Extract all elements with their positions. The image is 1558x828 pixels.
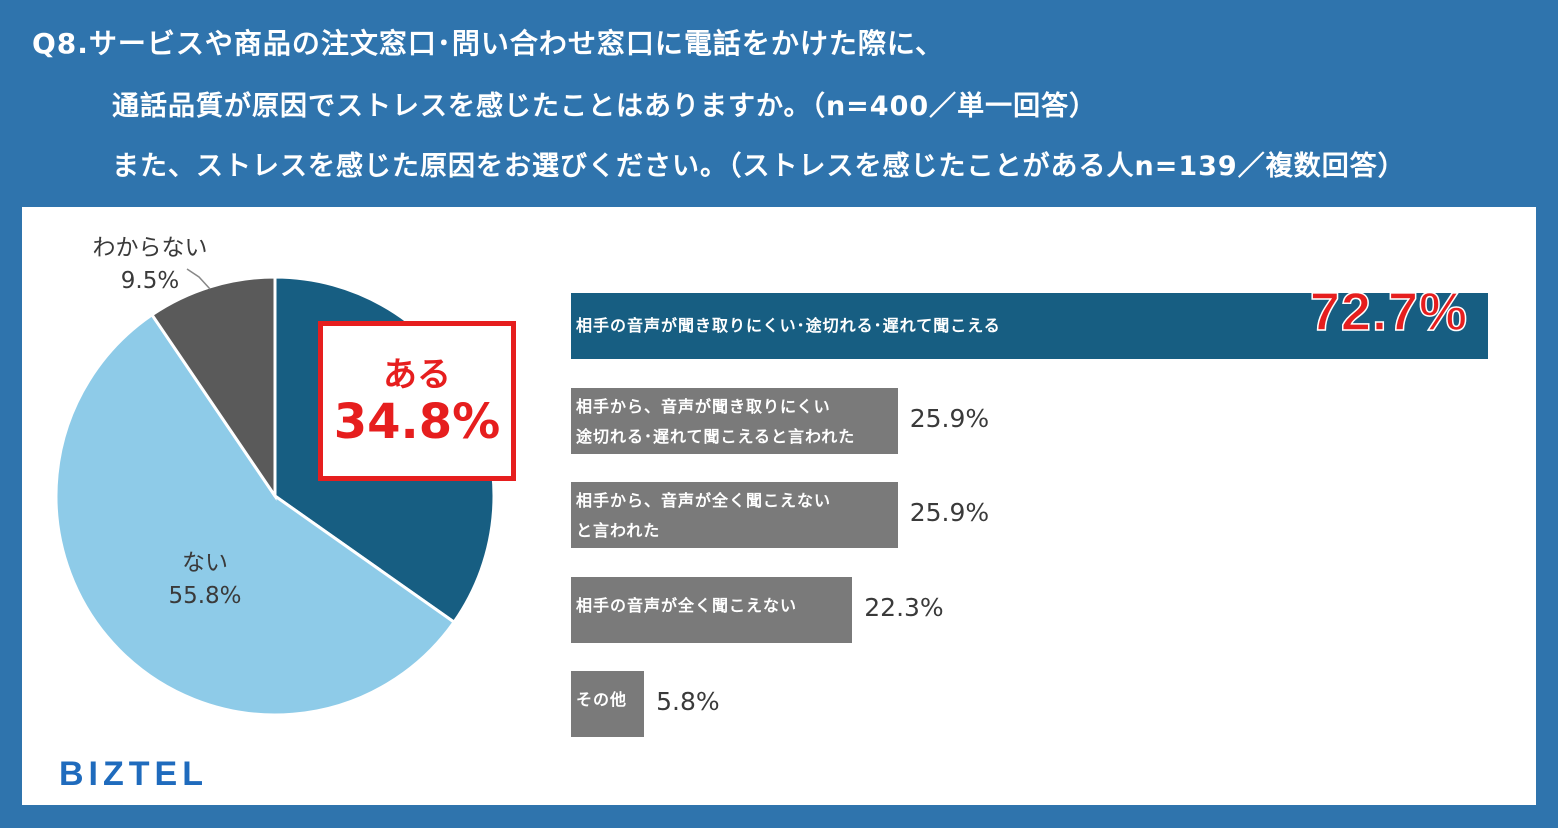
- bar-3-value-label: 25.9%: [909, 498, 990, 527]
- pie-slice-nai: [54, 312, 457, 717]
- question-title-line-3: また、ストレスを感じた原因をお選びください。（ストレスを感じたことがある人n=1…: [112, 151, 1406, 182]
- pie-leader-line: [186, 268, 211, 290]
- pie-label-nai-value: 55.8%: [168, 583, 242, 609]
- bar-2-value-label: 25.9%: [909, 404, 990, 433]
- question-title-line-1: Q8.サービスや商品の注文窓口･問い合わせ窓口に電話をかけた際に、: [32, 27, 945, 60]
- pie-label-nai-name: ない: [182, 550, 228, 576]
- bar-1-value-label: 72.7%: [1309, 293, 1468, 342]
- bar-2: 相手から、音声が聞き取りにくい途切れる･遅れて聞こえると言われた: [571, 388, 898, 454]
- bar-2-label-line-1: 相手から、音声が聞き取りにくい: [576, 397, 831, 416]
- bar-4-value-label: 22.3%: [864, 593, 944, 622]
- pie-label-nai: ない 55.8%: [135, 547, 275, 613]
- pie-label-wakaranai: わからない 9.5%: [80, 232, 220, 298]
- bar-3-label-line-1: 相手から、音声が全く聞こえない: [576, 491, 832, 510]
- bar-3-label-line-2: と言われた: [576, 521, 661, 540]
- bar-5-label-line-1: その他: [576, 690, 628, 709]
- biztel-logo: BIZTEL: [59, 755, 208, 793]
- pie-label-wakaranai-value: 9.5%: [120, 268, 180, 294]
- question-title-line-2: 通話品質が原因でストレスを感じたことはありますか。（n=400／単一回答）: [112, 91, 1098, 122]
- bar-4-label-line-1: 相手の音声が全く聞こえない: [576, 596, 798, 615]
- bar-1-label-line-1: 相手の音声が聞き取りにくい･途切れる･遅れて聞こえる: [576, 316, 1001, 335]
- pie-slice-wakaranai: [149, 275, 277, 501]
- pie-label-wakaranai-name: わからない: [92, 235, 208, 261]
- bar-5-value-label: 5.8%: [656, 687, 720, 716]
- bar-3: 相手から、音声が全く聞こえない と言われた: [571, 482, 898, 548]
- chart-panel: わからない 9.5% ない 55.8% ある 34.8% 相手の音声が聞き取りに…: [22, 207, 1536, 805]
- pie-callout-aru-label: ある: [383, 355, 451, 395]
- pie-callout-aru: ある 34.8%: [318, 321, 516, 481]
- bar-4: 相手の音声が全く聞こえない: [571, 577, 853, 643]
- pie-callout-aru-value: 34.8%: [333, 394, 501, 450]
- bar-2-label-line-2: 途切れる･遅れて聞こえると言われた: [576, 427, 856, 446]
- bar-5: その他: [571, 671, 645, 737]
- bar-1: 相手の音声が聞き取りにくい･途切れる･遅れて聞こえる 72.7%: [571, 293, 1488, 359]
